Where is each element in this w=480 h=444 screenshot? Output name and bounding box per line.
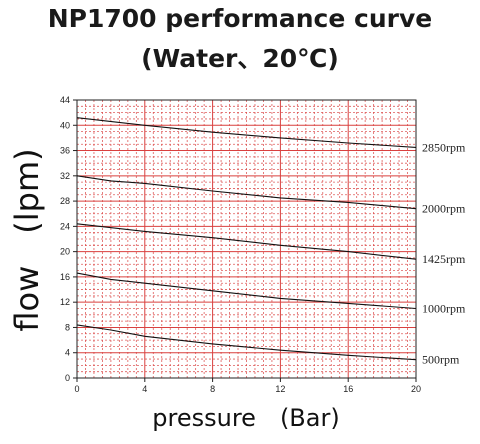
series-line-2850rpm [76,117,417,148]
series-line-1425rpm [76,223,417,260]
x-tick-labels: 0 4 8 12 16 20 [74,384,421,394]
series-label-2850rpm: 2850rpm [422,140,466,154]
y-tick-label: 40 [60,120,70,130]
y-axis-title: flow (lpm) [8,148,46,331]
y-tick-label: 12 [60,297,70,307]
y-tick-label: 28 [60,196,70,206]
chart-subtitle: (Water、20℃) [141,44,339,73]
minor-gridlines [77,100,416,378]
series-lines [76,117,417,361]
x-tick-label: 0 [74,384,79,394]
y-tick-label: 16 [60,272,70,282]
x-tick-label: 4 [142,384,147,394]
y-tick-label: 32 [60,171,70,181]
x-tick-label: 12 [275,384,285,394]
y-tick-label: 0 [65,373,70,383]
series-line-1000rpm [76,272,417,310]
series-label-1425rpm: 1425rpm [422,252,466,266]
axis-ticks [73,99,417,382]
series-label-500rpm: 500rpm [422,353,460,367]
x-tick-label: 8 [210,384,215,394]
series-labels: 2850rpm 2000rpm 1425rpm 1000rpm 500rpm [422,140,466,366]
y-tick-label: 4 [65,348,70,358]
y-tick-label: 44 [60,95,70,105]
x-axis-title: pressure (Bar) [152,404,339,432]
series-line-500rpm [76,324,417,361]
y-tick-label: 36 [60,146,70,156]
series-label-1000rpm: 1000rpm [422,302,466,316]
y-tick-label: 8 [65,322,70,332]
chart-title: NP1700 performance curve [47,4,433,33]
plot-frame [76,99,417,379]
series-line-2000rpm [76,175,417,210]
y-tick-labels: 0 4 8 12 16 20 24 28 32 36 40 44 [60,95,70,383]
x-tick-label: 16 [343,384,353,394]
y-tick-label: 20 [60,247,70,257]
y-tick-label: 24 [60,221,70,231]
series-label-2000rpm: 2000rpm [422,202,466,216]
x-tick-label: 20 [411,384,421,394]
